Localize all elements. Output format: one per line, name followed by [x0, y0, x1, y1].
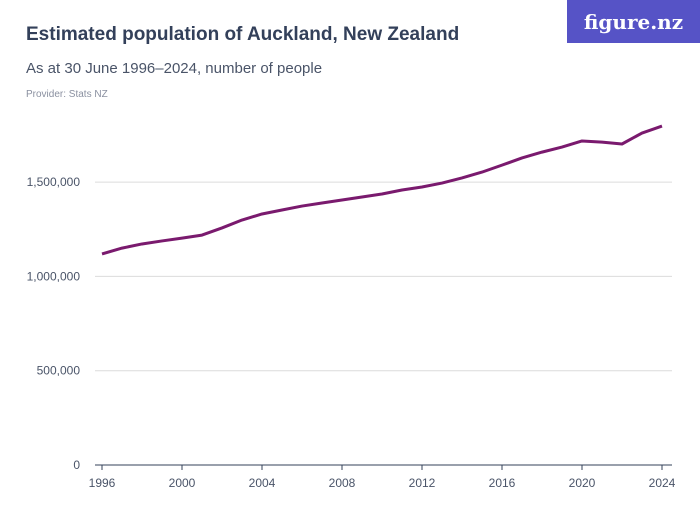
- y-tick-label: 1,500,000: [27, 175, 81, 189]
- data-point-2009: [360, 195, 364, 199]
- data-point-1997: [120, 246, 124, 250]
- data-point-2011: [400, 188, 404, 192]
- data-point-2021: [600, 140, 604, 144]
- provider-label: Provider: Stats NZ: [26, 89, 108, 100]
- data-point-2019: [560, 145, 564, 149]
- data-point-2017: [520, 156, 524, 160]
- data-point-2022: [620, 142, 624, 146]
- chart-subtitle: As at 30 June 1996–2024, number of peopl…: [26, 60, 323, 77]
- data-point-2008: [340, 198, 344, 202]
- data-point-2018: [540, 150, 544, 154]
- data-point-2010: [380, 192, 384, 196]
- x-tick-label: 1996: [89, 476, 116, 490]
- x-tick-label: 2004: [249, 476, 276, 490]
- data-point-1999: [160, 239, 164, 243]
- y-tick-label: 500,000: [37, 364, 81, 378]
- data-point-2024: [660, 124, 664, 128]
- x-tick-label: 2012: [409, 476, 436, 490]
- x-tick-label: 2020: [569, 476, 596, 490]
- data-point-2006: [300, 204, 304, 208]
- x-tick-label: 2016: [489, 476, 516, 490]
- data-point-2005: [280, 208, 284, 212]
- data-point-2000: [180, 236, 184, 240]
- data-point-2012: [420, 185, 424, 189]
- data-point-2001: [200, 233, 204, 237]
- data-point-2020: [580, 139, 584, 143]
- data-point-1998: [140, 242, 144, 246]
- data-point-2004: [260, 212, 264, 216]
- data-point-2003: [240, 218, 244, 222]
- population-line: [101, 124, 663, 256]
- logo-text: figure.nz: [583, 9, 684, 34]
- data-point-1996: [100, 252, 104, 256]
- data-point-2015: [480, 170, 484, 174]
- x-tick-label: 2024: [649, 476, 676, 490]
- figure-nz-logo[interactable]: figure.nz: [567, 0, 700, 43]
- x-tick-label: 2000: [169, 476, 196, 490]
- data-point-2013: [440, 181, 444, 185]
- chart-title: Estimated population of Auckland, New Ze…: [26, 24, 460, 45]
- data-point-2023: [640, 131, 644, 135]
- x-tick-label: 2008: [329, 476, 356, 490]
- y-tick-label: 0: [73, 458, 80, 472]
- data-point-2016: [500, 163, 504, 167]
- data-point-2007: [320, 201, 324, 205]
- data-point-2002: [220, 226, 224, 230]
- y-tick-label: 1,000,000: [27, 269, 81, 283]
- data-point-2014: [460, 176, 464, 180]
